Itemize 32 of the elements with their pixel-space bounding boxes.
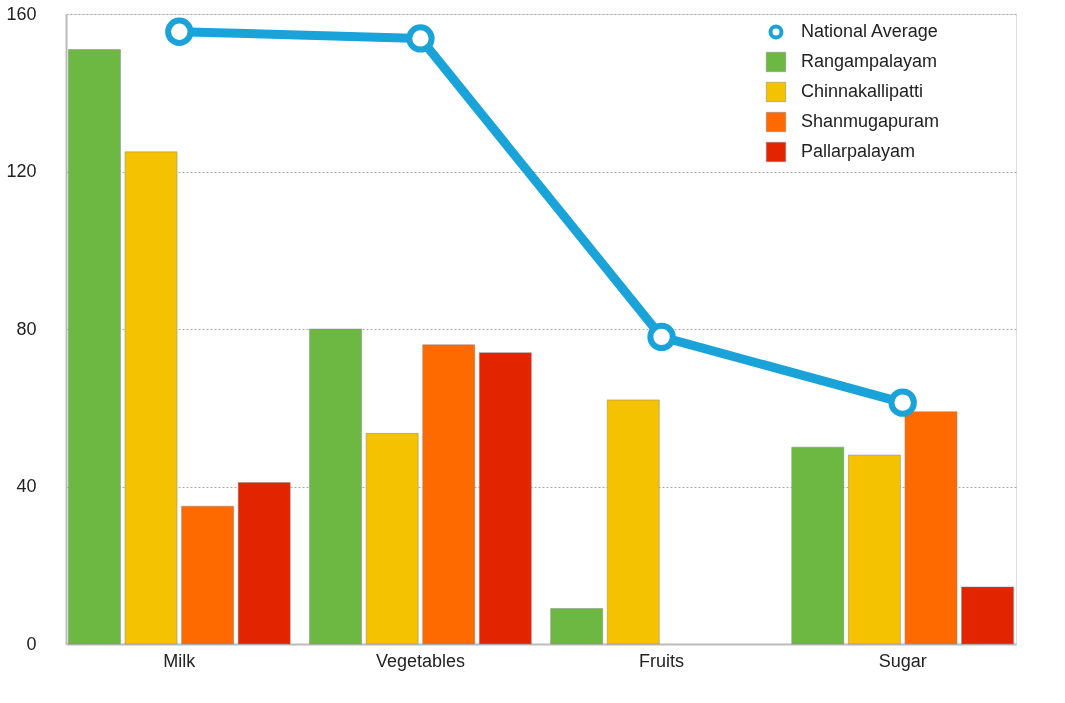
bar <box>181 505 234 645</box>
bar <box>961 586 1014 645</box>
point <box>647 322 676 352</box>
x-tick-label: Fruits <box>639 650 685 671</box>
bar <box>365 433 419 645</box>
point <box>888 388 917 417</box>
bar <box>68 49 121 645</box>
bar <box>848 454 901 645</box>
bar <box>124 151 178 645</box>
legend-label: Rangampalayam <box>801 51 938 71</box>
x-tick-label: Sugar <box>878 650 927 671</box>
y-tick-label: 40 <box>16 476 37 496</box>
bar <box>606 399 660 645</box>
bar <box>550 608 603 645</box>
bar <box>309 328 362 645</box>
bar <box>791 446 845 645</box>
legend-label: Chinnakallipatti <box>801 81 924 101</box>
bar <box>237 482 291 645</box>
bar <box>479 352 532 645</box>
point <box>406 24 435 53</box>
y-tick-label: 0 <box>26 633 37 654</box>
x-tick-label: Vegetables <box>375 650 465 671</box>
y-tick-label: 80 <box>16 318 37 339</box>
x-tick-label: Milk <box>163 650 197 671</box>
legend-label: Pallarpalayam <box>801 141 916 161</box>
y-tick-label: 120 <box>6 161 37 181</box>
y-tick-label: 160 <box>6 3 37 24</box>
bar <box>904 411 958 645</box>
point <box>165 17 194 46</box>
legend-label: National Average <box>801 21 938 41</box>
bar <box>422 344 476 645</box>
legend-label: Shanmugapuram <box>801 111 940 131</box>
